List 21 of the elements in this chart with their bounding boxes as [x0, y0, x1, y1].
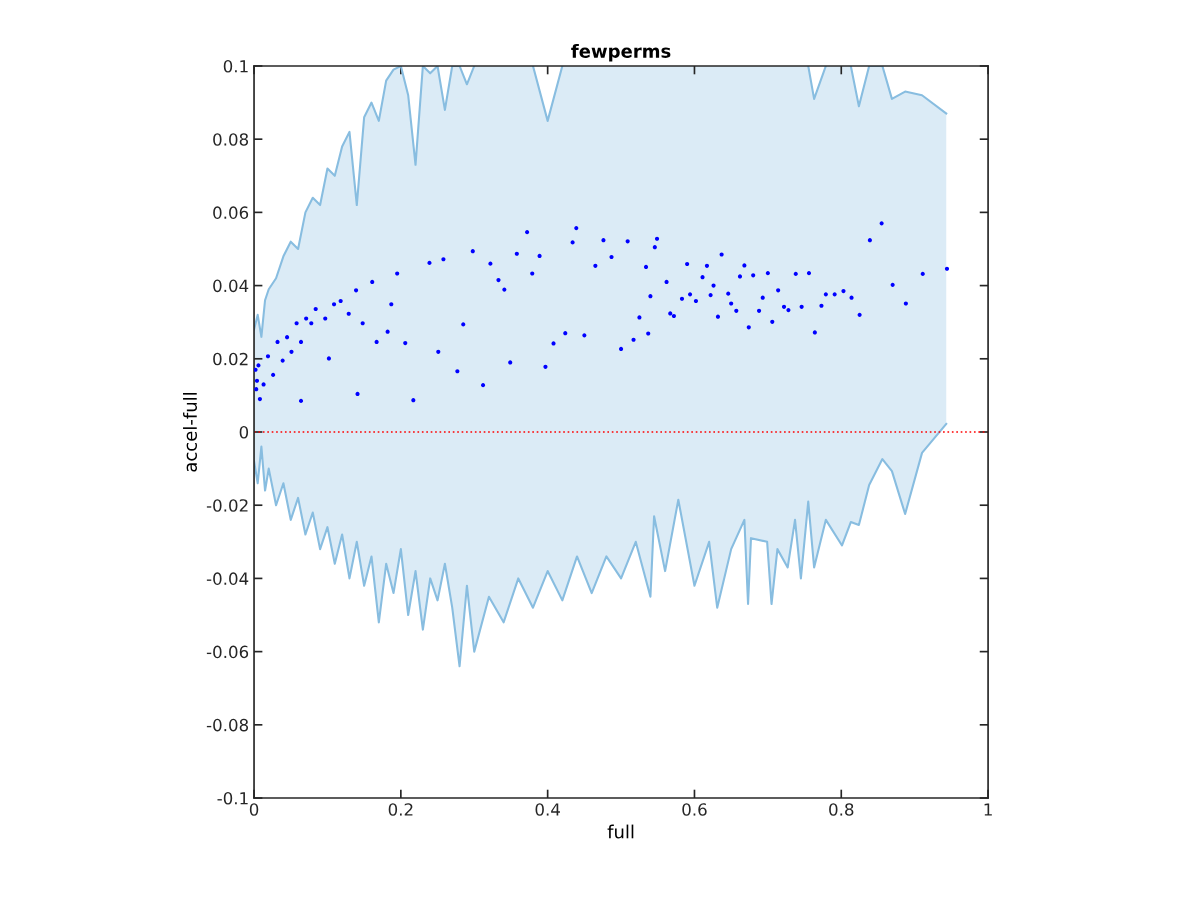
- y-tick-label: 0: [239, 425, 249, 439]
- x-axis-title: full: [607, 824, 634, 839]
- y-tick-label: 0.1: [223, 59, 248, 73]
- x-tick-label: 0.2: [388, 803, 413, 816]
- x-tick-label: 0: [249, 803, 259, 816]
- y-tick-label: -0.04: [206, 572, 249, 585]
- y-tick-label: 0.08: [213, 133, 249, 146]
- y-tick-label: -0.08: [206, 718, 249, 732]
- y-tick-label: 0.04: [213, 279, 249, 293]
- x-tick-label: 0.8: [829, 803, 854, 816]
- x-tick-label: 0.6: [682, 803, 707, 816]
- line-series: [254, 422, 948, 668]
- y-tick-label: -0.06: [206, 645, 249, 659]
- y-tick-label: -0.1: [217, 791, 248, 805]
- y-tick-label: 0.02: [213, 352, 248, 366]
- y-axis-title: accel-full: [183, 393, 197, 472]
- y-tick-label: -0.02: [206, 499, 248, 512]
- y-tick-label: 0.06: [213, 206, 249, 219]
- x-tick-label: 0.4: [535, 803, 560, 816]
- chart-title: fewperms: [571, 43, 671, 62]
- x-tick-label: 1: [984, 803, 992, 816]
